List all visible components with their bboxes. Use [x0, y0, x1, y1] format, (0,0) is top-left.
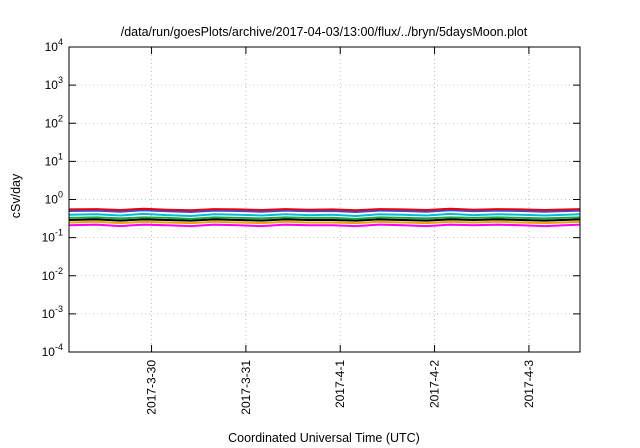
x-tick-label: 2017-3-30	[145, 360, 159, 415]
series-line	[68, 216, 581, 220]
series-line	[68, 223, 581, 228]
x-tick-label: 2017-4-2	[428, 360, 442, 408]
x-axis-label: Coordinated Universal Time (UTC)	[228, 431, 420, 445]
y-tick-label: 100	[45, 190, 63, 207]
series-line	[68, 207, 581, 212]
series-line	[68, 212, 581, 217]
y-tick-label: 10-3	[42, 304, 63, 321]
y-tick-label: 10-4	[42, 342, 63, 359]
series-line	[68, 209, 581, 213]
x-tick-label: 2017-4-3	[522, 360, 536, 408]
x-tick-label: 2017-3-31	[239, 360, 253, 415]
y-axis-ticks: 10-4 10-3 10-2 10-1 100 101 102 103 104	[42, 37, 580, 359]
x-tick-label: 2017-4-1	[333, 360, 347, 408]
y-tick-label: 101	[45, 151, 63, 168]
y-tick-label: 10-1	[42, 228, 63, 245]
series-line	[68, 218, 581, 222]
y-tick-label: 103	[45, 75, 63, 92]
y-axis-label: cSv/day	[9, 173, 23, 218]
grid-lines	[69, 47, 580, 352]
series-line	[68, 220, 581, 225]
x-axis-ticks: 2017-3-30 2017-3-31 2017-4-1 2017-4-2 2017-4…	[145, 47, 536, 415]
chart-title: /data/run/goesPlots/archive/2017-04-03/1…	[121, 25, 528, 39]
y-tick-label: 102	[45, 113, 63, 130]
y-tick-label: 10-2	[42, 266, 63, 283]
series-lines	[68, 207, 581, 228]
y-tick-label: 104	[45, 37, 63, 54]
